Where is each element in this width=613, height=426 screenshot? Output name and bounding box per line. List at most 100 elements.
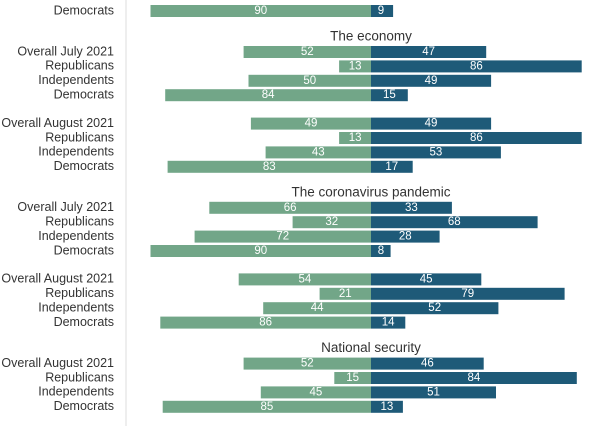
bar-right-value-label: 9 [378,5,384,17]
bar-right-value-label: 53 [430,146,443,158]
bar-left-value-label: 85 [261,401,274,413]
bar-left [243,46,371,58]
bar-left-value-label: 66 [284,202,297,214]
bar-right-value-label: 51 [427,386,440,398]
bar-left [150,5,371,17]
bar-right [371,74,492,87]
bar-right [371,230,440,243]
bar-right-value-label: 49 [425,75,438,87]
row-label: Democrats [54,315,114,329]
section-title: The economy [330,29,412,44]
bar-left-value-label: 43 [312,146,325,158]
bar-left-value-label: 72 [276,231,289,243]
bar-right [371,316,406,329]
row-label: Democrats [54,243,114,257]
bar-left-value-label: 52 [301,358,314,370]
row-label: Democrats [54,159,114,173]
bar-right-value-label: 45 [420,273,433,285]
bar-left [339,132,371,144]
bar-left-value-label: 45 [310,386,323,398]
row-label: Democrats [54,3,114,17]
bar-left-value-label: 84 [262,89,275,101]
bar-right-value-label: 84 [468,372,481,384]
row-label: Republicans [45,214,114,228]
row-label: Overall August 2021 [1,272,114,286]
chart-marks: Democrats 90 9 The economy Overall July 2021… [1,3,582,413]
bar-left-value-label: 44 [311,302,324,314]
bar-left [194,230,371,243]
row-label: Overall August 2021 [1,356,114,370]
bar-left [165,89,371,102]
row-label: Independents [38,229,114,243]
bar-right-value-label: 47 [422,46,435,58]
bar-left-value-label: 90 [254,245,267,257]
bar-right [371,160,413,173]
bar-right-value-label: 52 [428,302,441,314]
bar-left [243,357,371,370]
bar-right-value-label: 33 [405,202,418,214]
row-label: Independents [38,73,114,87]
bar-right [371,89,408,102]
bar-left [339,60,371,73]
row-label: Independents [38,145,114,159]
bar-right [371,400,403,413]
bar-right-value-label: 8 [378,245,384,257]
row-label: Independents [38,385,114,399]
bar-left-value-label: 13 [349,60,362,72]
bar-right-value-label: 68 [448,216,461,228]
bar-left-value-label: 86 [259,317,272,329]
bar-left [292,216,371,229]
bar-right [371,201,452,214]
bar-right [371,245,391,257]
row-label: Republicans [45,130,114,144]
bar-left-value-label: 52 [301,46,314,58]
row-label: Republicans [45,286,114,300]
bar-right [371,287,565,300]
row-label: Republicans [45,370,114,384]
bar-right [371,216,538,229]
bar-left [260,386,372,399]
bar-left [334,372,372,384]
bar-right [371,357,484,370]
bar-right-value-label: 15 [383,89,396,101]
bar-right-value-label: 79 [461,288,474,300]
bar-left-value-label: 13 [349,132,362,144]
bar-left-value-label: 15 [346,372,359,384]
bar-left [209,201,371,214]
bar-right [371,372,577,384]
section-title: National security [321,340,421,355]
row-label: Overall July 2021 [17,44,114,58]
bar-right [371,146,501,159]
section-title: The coronavirus pandemic [291,184,450,199]
bar-left-value-label: 21 [339,288,352,300]
bar-left [238,273,371,286]
bar-right-value-label: 13 [381,401,394,413]
row-label: Independents [38,300,114,314]
bar-right [371,386,496,399]
bar-right-value-label: 46 [421,358,434,370]
bar-left-value-label: 83 [263,161,276,173]
bar-left [250,117,371,130]
bar-left [263,302,371,315]
row-label: Democrats [54,87,114,101]
bar-right [371,302,499,315]
bar-left [162,400,371,413]
bar-right [371,60,582,73]
bar-left [248,74,371,87]
row-label: Overall July 2021 [17,200,114,214]
bar-right-value-label: 49 [425,118,438,130]
bar-right-value-label: 86 [470,60,483,72]
bar-right [371,132,582,144]
bar-left-value-label: 32 [325,216,338,228]
bar-right-value-label: 17 [385,161,398,173]
bar-left-value-label: 54 [299,273,312,285]
bar-right [371,46,487,58]
bar-right [371,117,492,130]
row-label: Democrats [54,399,114,413]
row-label: Overall August 2021 [1,116,114,130]
bar-left [167,160,371,173]
row-label: Republicans [45,59,114,73]
bar-right-value-label: 14 [382,317,395,329]
bar-left [319,287,372,300]
